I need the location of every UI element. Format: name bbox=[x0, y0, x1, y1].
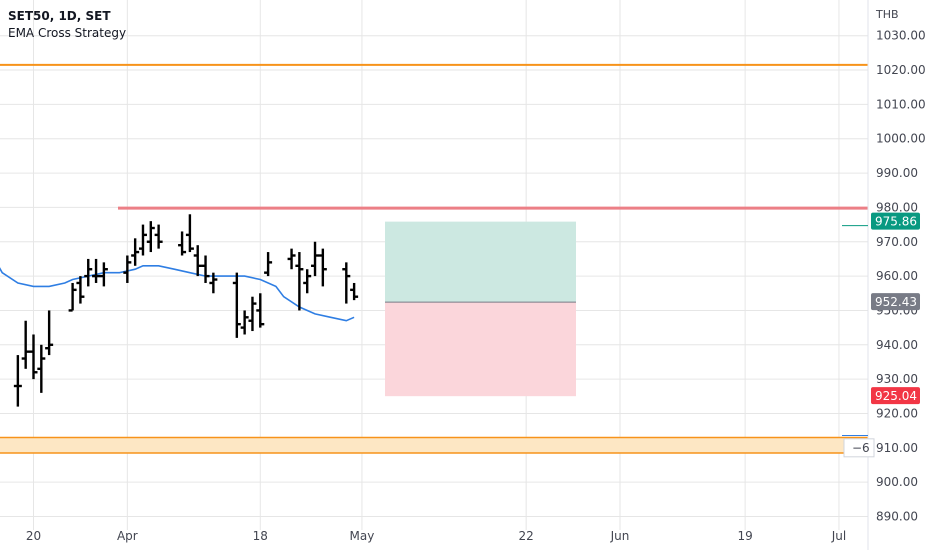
ohlc-bar[interactable] bbox=[295, 252, 304, 311]
time-tick-label: May bbox=[350, 529, 375, 543]
price-tick-label: 910.00 bbox=[876, 441, 918, 455]
ohlc-bar[interactable] bbox=[21, 320, 30, 369]
price-tick-label: 1030.00 bbox=[876, 29, 926, 43]
ohlc-bar[interactable] bbox=[178, 231, 187, 256]
price-tick-label: 960.00 bbox=[876, 269, 918, 283]
ohlc-bar[interactable] bbox=[154, 224, 163, 249]
currency-label: THB bbox=[875, 8, 899, 21]
time-tick-label: Jun bbox=[610, 529, 630, 543]
ohlc-bar[interactable] bbox=[350, 282, 359, 301]
ohlc-bar[interactable] bbox=[185, 214, 194, 253]
price-tick-label: 900.00 bbox=[876, 475, 918, 489]
partial-label: −6 bbox=[852, 441, 870, 455]
target-price-tag-text: 975.86 bbox=[875, 215, 917, 229]
price-tick-label: 1010.00 bbox=[876, 97, 926, 111]
ema-line[interactable] bbox=[0, 259, 355, 322]
ohlc-bar[interactable] bbox=[193, 245, 202, 277]
ohlc-bar[interactable] bbox=[287, 248, 296, 270]
ohlc-bar[interactable] bbox=[92, 258, 101, 283]
ohlc-bar[interactable] bbox=[99, 262, 108, 287]
ohlc-bar[interactable] bbox=[138, 224, 147, 256]
support-zone[interactable] bbox=[0, 437, 868, 453]
entry-price-tag-text: 952.43 bbox=[875, 295, 917, 309]
ohlc-bar[interactable] bbox=[45, 310, 54, 356]
ohlc-bar[interactable] bbox=[318, 248, 327, 287]
ohlc-bar[interactable] bbox=[209, 272, 218, 294]
price-tick-label: 920.00 bbox=[876, 406, 918, 420]
ohlc-bar[interactable] bbox=[13, 355, 22, 407]
price-tick-label: 1020.00 bbox=[876, 63, 926, 77]
price-tick-label: 940.00 bbox=[876, 338, 918, 352]
stop-zone[interactable] bbox=[385, 302, 576, 397]
ohlc-bar[interactable] bbox=[303, 269, 312, 294]
ohlc-bar[interactable] bbox=[240, 310, 249, 335]
ohlc-bar[interactable] bbox=[256, 293, 265, 328]
target-price-tag-bg bbox=[871, 212, 920, 230]
ohlc-bar[interactable] bbox=[264, 252, 273, 277]
price-tick-label: 990.00 bbox=[876, 166, 918, 180]
stop-price-tag-bg bbox=[871, 387, 920, 405]
entry-price-tag-bg bbox=[871, 293, 920, 311]
price-tick-label: 930.00 bbox=[876, 372, 918, 386]
target-zone[interactable] bbox=[385, 221, 576, 303]
price-tick-label: 1000.00 bbox=[876, 132, 926, 146]
strategy-legend[interactable]: EMA Cross Strategy bbox=[8, 26, 127, 40]
stop-price-tag-text: 925.04 bbox=[875, 389, 917, 403]
ema-layer bbox=[0, 259, 355, 322]
ohlc-bar[interactable] bbox=[131, 238, 140, 266]
price-tick-label: 980.00 bbox=[876, 200, 918, 214]
stop-price-tag[interactable]: 925.04 bbox=[871, 387, 920, 405]
labels-layer: 975.86 952.43 925.04 −6 bbox=[842, 212, 920, 458]
time-tick-label: 22 bbox=[519, 529, 534, 543]
ohlc-bar[interactable] bbox=[248, 296, 257, 332]
price-tick-label: 890.00 bbox=[876, 510, 918, 524]
partial-label-box bbox=[843, 438, 875, 458]
zones-layer bbox=[0, 221, 868, 454]
price-tick-label: 970.00 bbox=[876, 235, 918, 249]
ohlc-bar[interactable] bbox=[123, 255, 132, 283]
time-tick-label: 20 bbox=[26, 529, 41, 543]
ohlc-bar[interactable] bbox=[76, 276, 85, 304]
ohlc-bar[interactable] bbox=[84, 258, 93, 287]
ohlc-bar[interactable] bbox=[201, 255, 210, 283]
time-tick-label: 18 bbox=[253, 529, 268, 543]
ohlc-bar[interactable] bbox=[342, 262, 351, 304]
target-price-tag[interactable]: 975.86 bbox=[871, 212, 920, 230]
ohlc-bar[interactable] bbox=[146, 221, 155, 253]
time-tick-label: 19 bbox=[737, 529, 752, 543]
lines-layer bbox=[0, 63, 868, 210]
ohlc-bar[interactable] bbox=[311, 241, 320, 277]
time-tick-label: Jul bbox=[831, 529, 846, 543]
ohlc-bar[interactable] bbox=[29, 334, 38, 380]
symbol-legend[interactable]: SET50, 1D, SET bbox=[8, 9, 111, 23]
ohlc-bar[interactable] bbox=[68, 282, 77, 312]
bars-layer bbox=[13, 214, 359, 407]
ohlc-bar[interactable] bbox=[37, 344, 46, 393]
time-tick-label: Apr bbox=[117, 529, 138, 543]
entry-price-tag[interactable]: 952.43 bbox=[871, 293, 920, 311]
ohlc-bar[interactable] bbox=[232, 272, 241, 338]
